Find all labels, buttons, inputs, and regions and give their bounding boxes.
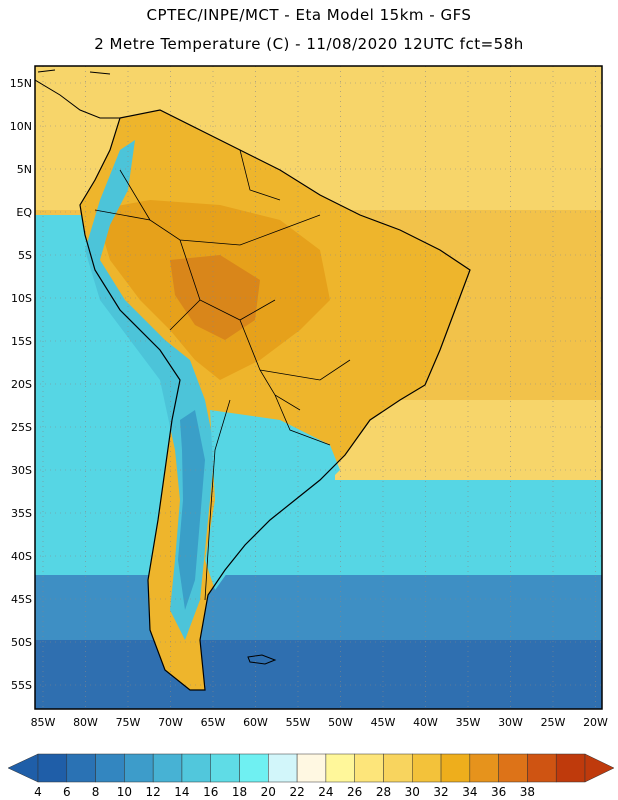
colorbar-label: 16 xyxy=(203,785,218,799)
coastline xyxy=(79,109,471,691)
colorbar-swatch xyxy=(296,753,327,783)
colorbar-label: 12 xyxy=(146,785,161,799)
lat-label: 15N xyxy=(10,77,32,90)
colorbar-arrow-low xyxy=(7,753,39,783)
colorbar-swatch xyxy=(181,753,211,783)
ocean-south-band1 xyxy=(35,480,602,580)
southern-cone-cool-region xyxy=(205,410,340,590)
colorbar-label: 6 xyxy=(63,785,71,799)
colorbar-label: 32 xyxy=(433,785,448,799)
colorbar-label: 20 xyxy=(261,785,276,799)
lat-label: 35S xyxy=(11,507,32,520)
colorbar-label: 36 xyxy=(491,785,506,799)
lon-label: 65W xyxy=(201,716,226,729)
lon-label: 85W xyxy=(31,716,56,729)
latitude-labels: 15N 10N 5N EQ 5S 10S 15S 20S 25S 30S 35S 40S 45S 50S 5… xyxy=(10,77,33,692)
colorbar-swatch xyxy=(210,753,240,783)
colorbar-swatch xyxy=(95,753,125,783)
colorbar-swatch xyxy=(555,753,586,783)
andes-colder-core xyxy=(178,410,205,610)
colorbar-swatch xyxy=(498,753,528,783)
lat-label: 10S xyxy=(11,292,32,305)
lat-label: EQ xyxy=(16,206,32,219)
map-title-line2: 2 Metre Temperature (C) - 11/08/2020 12U… xyxy=(94,35,524,53)
lat-label: 50S xyxy=(11,636,32,649)
lat-label: 25S xyxy=(11,421,32,434)
colorbar-swatch xyxy=(124,753,154,783)
lon-label: 55W xyxy=(286,716,311,729)
colorbar-label: 26 xyxy=(347,785,362,799)
colorbar-swatch xyxy=(325,753,355,783)
colorbar-label: 18 xyxy=(232,785,247,799)
colorbar: 4 6 8 10 12 14 16 18 20 22 24 26 28 30 32 34 36 38 xyxy=(7,753,615,799)
lon-label: 35W xyxy=(456,716,481,729)
colorbar-label: 8 xyxy=(92,785,100,799)
lon-label: 80W xyxy=(73,716,98,729)
lat-label: 30S xyxy=(11,464,32,477)
lon-label: 30W xyxy=(498,716,523,729)
country-borders xyxy=(94,149,351,601)
colorbar-swatch xyxy=(469,753,499,783)
colorbar-label: 24 xyxy=(318,785,333,799)
colorbar-swatch xyxy=(239,753,269,783)
lon-label: 60W xyxy=(243,716,268,729)
lat-label: 45S xyxy=(11,593,32,606)
graticule xyxy=(35,66,602,709)
ocean-south-band3 xyxy=(35,640,602,709)
colorbar-arrow-high xyxy=(584,753,615,783)
colorbar-label: 4 xyxy=(34,785,42,799)
lon-label: 45W xyxy=(371,716,396,729)
colorbar-swatch xyxy=(383,753,413,783)
longitude-labels: 85W 80W 75W 70W 65W 60W 55W 50W 45W 40W 35W 30W 25W 2… xyxy=(31,716,608,729)
lat-label: 15S xyxy=(11,335,32,348)
map-title-line1: CPTEC/INPE/MCT - Eta Model 15km - GFS xyxy=(146,6,472,24)
colorbar-label: 28 xyxy=(376,785,391,799)
lon-label: 20W xyxy=(583,716,608,729)
lat-label: 20S xyxy=(11,378,32,391)
lat-label: 5S xyxy=(18,249,32,262)
map-frame xyxy=(34,65,603,710)
colorbar-label: 10 xyxy=(117,785,132,799)
colorbar-swatch xyxy=(527,753,557,783)
lon-label: 70W xyxy=(158,716,183,729)
colorbar-label: 22 xyxy=(289,785,304,799)
lon-label: 75W xyxy=(116,716,141,729)
colorbar-swatch xyxy=(412,753,442,783)
lon-label: 40W xyxy=(413,716,438,729)
colorbar-label: 30 xyxy=(405,785,420,799)
colorbar-swatch xyxy=(66,753,96,783)
map-field xyxy=(35,66,602,709)
colorbar-label: 38 xyxy=(520,785,535,799)
colorbar-swatch xyxy=(440,753,471,783)
colorbar-label: 14 xyxy=(174,785,189,799)
lat-label: 40S xyxy=(11,550,32,563)
colorbar-swatch xyxy=(37,753,68,783)
lon-label: 25W xyxy=(541,716,566,729)
colorbar-label: 34 xyxy=(462,785,477,799)
lon-label: 50W xyxy=(328,716,353,729)
lat-label: 55S xyxy=(11,679,32,692)
central-america-coast xyxy=(35,69,120,119)
colorbar-swatch xyxy=(152,753,183,783)
lat-label: 5N xyxy=(17,163,32,176)
lat-label: 10N xyxy=(10,120,32,133)
colorbar-swatch xyxy=(268,753,298,783)
ocean-south-band2 xyxy=(35,575,602,645)
colorbar-swatch xyxy=(354,753,384,783)
falkland-islands xyxy=(247,654,277,665)
